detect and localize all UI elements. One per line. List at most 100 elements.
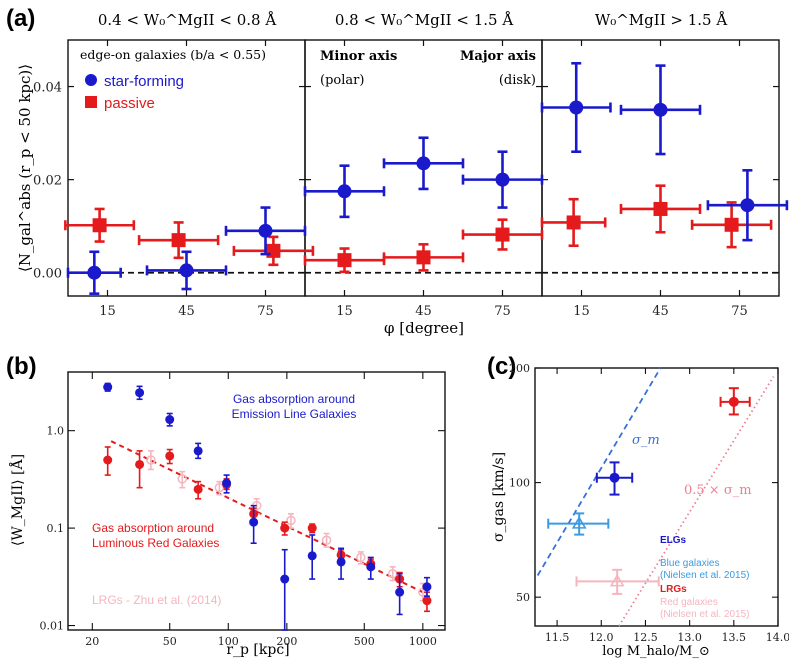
legend-passive-label: passive	[104, 95, 155, 112]
panel-a-legend-title: edge-on galaxies (b/a < 0.55)	[80, 47, 266, 62]
elg-marker	[422, 582, 432, 592]
panel-b-text-red-2: Luminous Red Galaxies	[92, 536, 219, 550]
passive-marker	[92, 218, 107, 233]
red-galaxies-marker	[609, 573, 625, 587]
panel-b-marks	[103, 382, 432, 631]
panel-b-text-blue-1: Gas absorption around	[233, 392, 355, 406]
y-tick-label: 0.01	[40, 620, 65, 633]
lrg-marker	[193, 484, 203, 494]
elg-marker	[193, 446, 203, 456]
panel-a-marks	[64, 61, 789, 295]
elg-marker	[165, 415, 175, 425]
y-tick-label: 100	[509, 477, 530, 490]
y-tick-label: 50	[516, 591, 530, 604]
legend-red-galaxies: Red galaxies	[660, 597, 718, 608]
x-tick-label: 13.0	[677, 631, 702, 644]
lrg-marker	[135, 459, 145, 469]
panel-a-x-ticks: 15 45 75 15 45 75 15 45 75	[99, 40, 748, 319]
x-tick-label: 12.5	[633, 631, 658, 644]
elg-marker	[280, 574, 290, 584]
zhu-lrg-marker	[356, 552, 366, 563]
x-tick-label: 15	[573, 304, 590, 319]
panel-b-ylabel: ⟨W_MgII⟩ [Å]	[8, 454, 26, 546]
panel-b-text-blue-2: Emission Line Galaxies	[232, 407, 357, 421]
zhu-lrg-marker	[146, 455, 156, 465]
star-forming-marker	[569, 100, 584, 115]
panel-c-frame	[534, 367, 779, 627]
passive-marker	[266, 243, 281, 258]
panel-a-xlabel: φ [degree]	[384, 319, 464, 337]
passive-marker	[724, 217, 739, 232]
x-tick-label: 15	[336, 304, 353, 319]
power-law-fit-line	[110, 440, 424, 594]
x-tick-label: 12.0	[589, 631, 614, 644]
x-tick-label: 100	[218, 635, 239, 648]
y-tick-label: 1.0	[47, 425, 65, 438]
panel-a-title-3: W₀^MgII > 1.5 Å	[595, 11, 728, 29]
legend-blue-galaxies-ref: (Nielsen et al. 2015)	[660, 570, 750, 581]
passive-marker	[337, 253, 352, 268]
x-tick-label: 15	[99, 304, 116, 319]
elg-marker	[222, 478, 232, 488]
x-tick-label: 1000	[409, 635, 437, 648]
star-forming-marker	[87, 265, 102, 280]
legend-red-galaxies-ref: (Nielsen et al. 2015)	[660, 609, 750, 620]
lrg-marker	[280, 523, 290, 533]
panel-a-ylabel: ⟨N_gal^abs (r_p < 50 kpc)⟩	[16, 64, 34, 272]
y-tick-label: 0.00	[33, 267, 62, 282]
panel-a-label: (a)	[6, 5, 35, 32]
sigma-m-line	[536, 367, 662, 576]
panel-c-xlabel: log M_halo/M_⊙	[602, 644, 709, 659]
x-tick-label: 11.5	[545, 631, 570, 644]
x-tick-label: 45	[415, 304, 432, 319]
panel-c-line-label-sigma: σ_m	[632, 433, 660, 448]
panel-c-label: (c)	[487, 353, 516, 380]
panel-a-y-ticks: 0.00 0.02 0.04	[33, 81, 779, 282]
lrgs-marker	[728, 396, 739, 407]
x-tick-label: 75	[257, 304, 274, 319]
panel-a-title-2: 0.8 < W₀^MgII < 1.5 Å	[335, 11, 513, 29]
x-tick-label: 13.5	[722, 631, 747, 644]
minor-axis-label: Minor axis	[320, 49, 397, 64]
star-forming-marker	[416, 156, 431, 171]
blue-galaxies-marker	[571, 516, 587, 529]
panel-c-line-label-half-sigma: 0.5 × σ_m	[684, 483, 752, 498]
panel-c-ylabel: σ_gas [km/s]	[491, 452, 507, 542]
passive-marker	[416, 250, 431, 265]
panel-c: (c) 11.5 12.0 12.5 13.0 13.5 14.0 50 100 200 σ_m…	[487, 353, 789, 659]
star-forming-marker	[653, 102, 668, 117]
lrg-marker	[422, 596, 432, 606]
elg-marker	[135, 388, 145, 398]
half-sigma-m-line	[618, 376, 775, 627]
passive-marker	[171, 233, 186, 248]
x-tick-label: 75	[494, 304, 511, 319]
panel-b-ticks: 20 50 100 200 500 1000 0.01 0.1 1.0	[40, 372, 445, 648]
panel-b-text-pink: LRGs - Zhu et al. (2014)	[92, 593, 221, 607]
x-tick-label: 500	[354, 635, 375, 648]
y-tick-label: 200	[509, 362, 530, 375]
panel-c-ticks: 11.5 12.0 12.5 13.0 13.5 14.0 50 100 200	[509, 362, 789, 644]
panel-b: (b) 20 50 100 200 500 1000 0.01 0.1 1.0 Gas abso…	[6, 353, 446, 658]
elgs-marker	[609, 472, 620, 483]
star-forming-marker	[337, 184, 352, 199]
passive-marker	[495, 227, 510, 242]
zhu-lrg-marker	[321, 535, 332, 546]
elg-marker	[366, 562, 376, 572]
x-tick-label: 75	[731, 304, 748, 319]
elg-marker	[249, 517, 259, 527]
panel-b-xlabel: r_p [kpc]	[226, 642, 289, 658]
legend-blue-galaxies: Blue galaxies	[660, 558, 719, 569]
legend-star-forming-label: star-forming	[104, 73, 184, 90]
legend-elgs: ELGs	[660, 535, 687, 546]
passive-marker	[653, 201, 668, 216]
star-forming-marker	[495, 172, 510, 187]
x-tick-label: 50	[163, 635, 177, 648]
star-forming-marker	[258, 223, 273, 238]
elg-marker	[307, 551, 317, 561]
major-axis-label: Major axis	[460, 49, 536, 64]
star-forming-marker	[179, 263, 194, 278]
legend-star-forming-marker	[85, 74, 97, 86]
y-tick-label: 0.04	[33, 81, 62, 96]
panel-c-marks	[536, 367, 775, 627]
